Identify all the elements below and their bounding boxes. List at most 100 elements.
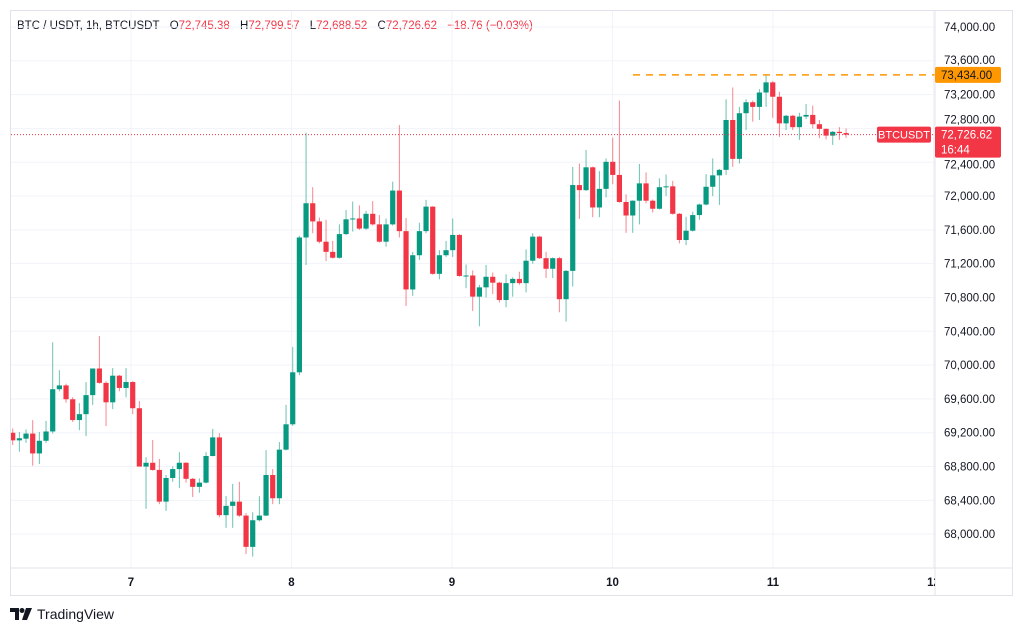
candle-body <box>463 275 469 277</box>
candle-up <box>176 452 182 489</box>
low-label: L <box>309 20 317 32</box>
candle-up <box>483 264 489 298</box>
candle-body <box>830 131 836 136</box>
candle-body <box>643 183 649 201</box>
candle-up <box>803 103 809 120</box>
candle-body <box>736 113 743 159</box>
candle-up <box>210 428 216 457</box>
candle-body <box>750 102 756 107</box>
candle-down <box>770 81 776 118</box>
candle-down <box>216 433 222 518</box>
candle-body <box>596 188 602 208</box>
symbol-label[interactable]: BTC / USDT, 1h, BTCUSDT <box>17 20 160 32</box>
candle-body <box>370 213 376 225</box>
candle-body <box>376 224 382 242</box>
high-label: H <box>240 20 249 32</box>
time-tick-label: 12 <box>927 577 940 589</box>
candle-body <box>16 438 22 441</box>
candle-up <box>710 158 716 197</box>
candle-body <box>496 282 502 301</box>
candle-body <box>70 399 76 421</box>
price-tick-label: 68,000.00 <box>944 529 995 541</box>
candle-body <box>790 115 796 128</box>
candle-up <box>390 181 396 226</box>
candle-up <box>143 457 149 509</box>
candle-down <box>30 420 36 466</box>
candle-down <box>650 199 656 213</box>
candle-body <box>163 477 169 502</box>
candle-down <box>496 281 502 303</box>
candle-down <box>676 212 682 244</box>
candle-body <box>96 368 102 383</box>
candle-body <box>56 385 62 390</box>
candle-body <box>636 183 642 201</box>
tradingview-logo-icon <box>10 608 32 620</box>
candle-down <box>376 215 382 243</box>
candle-body <box>236 501 242 516</box>
candle-down <box>536 235 542 260</box>
candle-body <box>323 241 329 252</box>
candle-down <box>330 240 336 259</box>
candle-body <box>216 437 222 516</box>
candle-down <box>103 381 109 426</box>
last-price-tag <box>935 126 1001 158</box>
candle-body <box>83 395 89 415</box>
candle-down <box>310 187 316 234</box>
price-tick-label: 69,600.00 <box>944 394 995 406</box>
price-tick-label: 73,200.00 <box>944 90 995 102</box>
time-axis[interactable]: 7 8 9 10 11 12 <box>128 577 940 589</box>
candle-up <box>350 201 356 232</box>
candle-up <box>23 429 29 443</box>
candle-up <box>423 199 429 234</box>
candle-body <box>690 215 696 231</box>
candle-body <box>230 501 236 506</box>
candle-down <box>776 91 783 137</box>
candle-up <box>383 218 389 247</box>
candle-body <box>703 186 709 205</box>
candle-body <box>516 278 522 284</box>
candle-up <box>416 222 422 260</box>
candle-body <box>536 236 542 259</box>
candle-up <box>783 114 789 131</box>
candle-body <box>123 382 129 388</box>
candle-body <box>590 167 596 208</box>
candle-up <box>830 130 836 145</box>
candle-up <box>230 483 236 528</box>
candle-down <box>750 100 756 122</box>
candle-up <box>90 368 96 405</box>
time-tick-label: 8 <box>288 577 295 589</box>
candle-up <box>283 404 289 451</box>
candle-body <box>683 230 689 241</box>
time-tick-label: 9 <box>449 577 455 589</box>
candle-body <box>283 424 289 450</box>
candle-up <box>76 403 82 431</box>
candle-up <box>83 382 89 437</box>
candle-down <box>270 469 276 505</box>
candle-body <box>630 200 636 216</box>
candle-body <box>76 414 82 421</box>
candle-up <box>43 420 49 443</box>
countdown-label: 16:44 <box>941 145 970 157</box>
candle-down <box>190 477 196 497</box>
candle-down <box>576 163 582 219</box>
candle-up <box>296 235 302 376</box>
candle-up <box>110 368 116 410</box>
candle-up <box>123 368 129 398</box>
candle-body <box>476 287 482 297</box>
tradingview-logo[interactable]: TradingView <box>10 606 114 622</box>
price-tick-label: 72,400.00 <box>944 160 995 172</box>
candle-body <box>196 482 202 487</box>
price-tick-label: 72,000.00 <box>944 191 995 203</box>
price-tick-label: 68,400.00 <box>944 495 995 507</box>
candle-up <box>656 178 662 210</box>
candles <box>11 74 849 557</box>
time-tick-label: 10 <box>606 577 619 589</box>
candle-up <box>163 475 169 511</box>
candle-body <box>263 475 269 516</box>
candle-down <box>430 206 436 275</box>
price-axis[interactable]: 68,000.00 68,400.00 68,800.00 69,200.00 69,6… <box>944 22 995 541</box>
candle-down <box>816 119 823 139</box>
open-value: 72,745.38 <box>178 20 230 32</box>
candle-body <box>543 258 549 269</box>
